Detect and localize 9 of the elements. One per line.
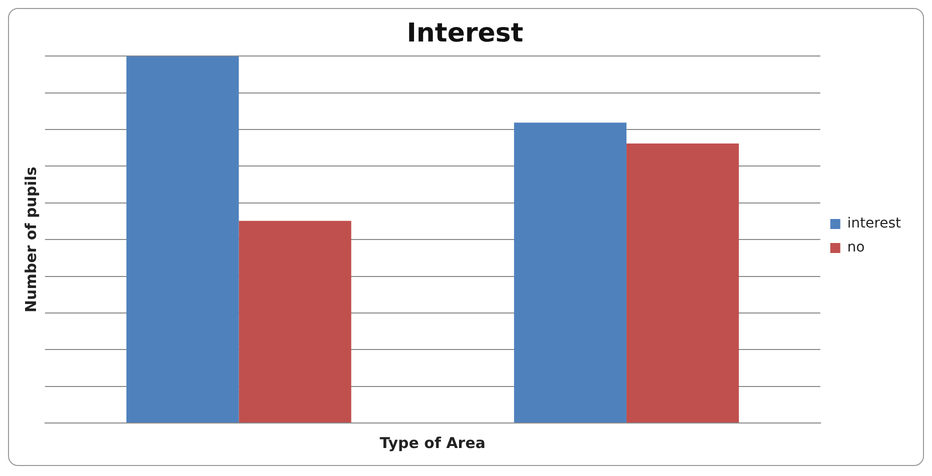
bar [238, 220, 352, 422]
y-axis-title: Number of pupils [22, 166, 40, 313]
legend-label: interest [847, 216, 902, 232]
legend-label: no [847, 240, 865, 256]
x-axis-title: Type of Area [380, 434, 486, 452]
bar [126, 56, 239, 422]
chart-title: Interest [406, 18, 524, 48]
bar [514, 122, 626, 422]
bar [626, 144, 739, 422]
